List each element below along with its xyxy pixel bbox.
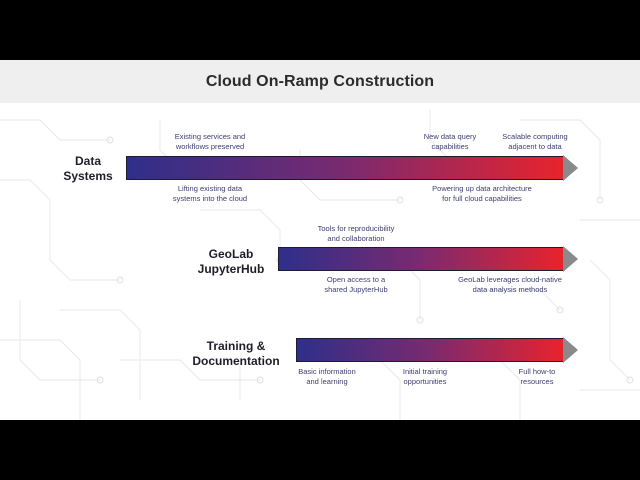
timeline-bar [296, 338, 564, 362]
annotation-line: Full how-to [518, 367, 556, 376]
row-label-line: Training & [206, 339, 266, 353]
annotation-initial-training: Initial training opportunities [380, 367, 470, 387]
annotation-line: and learning [306, 377, 348, 386]
annotation-line: resources [520, 377, 554, 386]
arrowhead-icon [563, 246, 578, 272]
annotation-scalable-computing: Scalable computing adjacent to data [490, 132, 580, 152]
timeline-arrow-training [296, 337, 579, 363]
annotation-basic-information: Basic information and learning [282, 367, 372, 387]
annotation-line: Powering up data architecture [432, 184, 532, 193]
annotation-lifting-existing: Lifting existing data systems into the c… [160, 184, 260, 204]
annotation-line: for full cloud capabilities [442, 194, 522, 203]
row-label-geolab-jupyterhub: GeoLab JupyterHub [186, 247, 276, 277]
annotation-line: GeoLab leverages cloud-native [458, 275, 562, 284]
annotation-line: Existing services and [174, 132, 246, 141]
row-label-data-systems: Data Systems [52, 154, 124, 184]
row-label-line: Data [74, 154, 101, 168]
annotation-line: and collaboration [327, 234, 385, 243]
arrowhead-icon [563, 155, 578, 181]
annotation-powering-up: Powering up data architecture for full c… [412, 184, 552, 204]
annotation-line: shared JupyterHub [324, 285, 388, 294]
annotation-new-data-query: New data query capabilities [405, 132, 495, 152]
row-label-line: Documentation [192, 354, 280, 368]
annotation-line: adjacent to data [508, 142, 562, 151]
annotation-tools-reproducibility: Tools for reproducibility and collaborat… [306, 224, 406, 244]
timeline-arrow-geolab [278, 246, 579, 272]
annotation-open-access: Open access to a shared JupyterHub [306, 275, 406, 295]
slide-title: Cloud On-Ramp Construction [205, 73, 435, 90]
annotation-line: systems into the cloud [172, 194, 248, 203]
slide: Cloud On-Ramp Construction Data Systems … [0, 60, 640, 420]
row-label-line: GeoLab [208, 247, 254, 261]
row-label-line: Systems [63, 169, 113, 183]
annotation-geolab-leverages: GeoLab leverages cloud-native data analy… [440, 275, 580, 295]
annotation-line: New data query [423, 132, 477, 141]
timeline-bar [278, 247, 564, 271]
annotation-line: data analysis methods [472, 285, 548, 294]
timeline-arrow-data-systems [126, 155, 579, 181]
annotation-full-how-to: Full how-to resources [492, 367, 582, 387]
annotation-line: Lifting existing data [177, 184, 243, 193]
annotation-line: Open access to a [326, 275, 386, 284]
timeline-bar [126, 156, 564, 180]
annotation-line: opportunities [403, 377, 447, 386]
annotation-line: Tools for reproducibility [317, 224, 395, 233]
row-label-line: JupyterHub [197, 262, 265, 276]
annotation-line: Scalable computing [502, 132, 568, 141]
annotation-line: capabilities [431, 142, 469, 151]
annotation-line: Basic information [298, 367, 356, 376]
title-bar: Cloud On-Ramp Construction [0, 60, 640, 103]
annotation-existing-services: Existing services and workflows preserve… [160, 132, 260, 152]
arrowhead-icon [563, 337, 578, 363]
annotation-line: Initial training [402, 367, 448, 376]
row-label-training-documentation: Training & Documentation [184, 339, 288, 369]
annotation-line: workflows preserved [175, 142, 245, 151]
